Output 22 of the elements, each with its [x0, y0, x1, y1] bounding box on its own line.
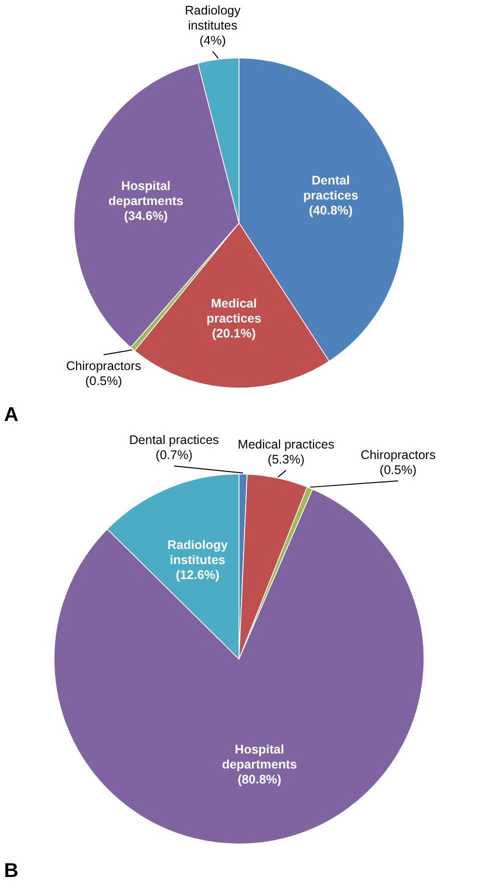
slice-label: Radiology institutes	[167, 538, 228, 568]
text: A	[4, 404, 18, 426]
data-label: (12.6%)	[176, 568, 220, 582]
slice-label: Hospital departments	[108, 178, 184, 208]
data-label: (4%)	[199, 33, 226, 48]
slice-label: Dental practices	[129, 433, 219, 448]
slice-label: Hospital departments	[222, 742, 298, 772]
slice-label: Medical practices	[238, 437, 334, 452]
data-label: (0.7%)	[156, 448, 193, 462]
data-label: (0.5%)	[85, 374, 122, 388]
slice-label: Chiropractors	[360, 448, 436, 462]
text: B	[4, 860, 18, 882]
data-label: (5.3%)	[268, 452, 305, 466]
slice-label: Dental practices	[303, 174, 358, 203]
data-label: (80.8%)	[238, 772, 282, 786]
data-label: (20.1%)	[212, 326, 256, 341]
slice-label: Chiropractors	[66, 358, 142, 373]
slice-label: Medical practices	[206, 296, 262, 326]
data-label: (40.8%)	[308, 204, 353, 218]
slice-label: Radiology institutes	[184, 3, 242, 32]
data-label: (0.5%)	[380, 462, 417, 477]
data-label: (34.6%)	[124, 208, 168, 223]
